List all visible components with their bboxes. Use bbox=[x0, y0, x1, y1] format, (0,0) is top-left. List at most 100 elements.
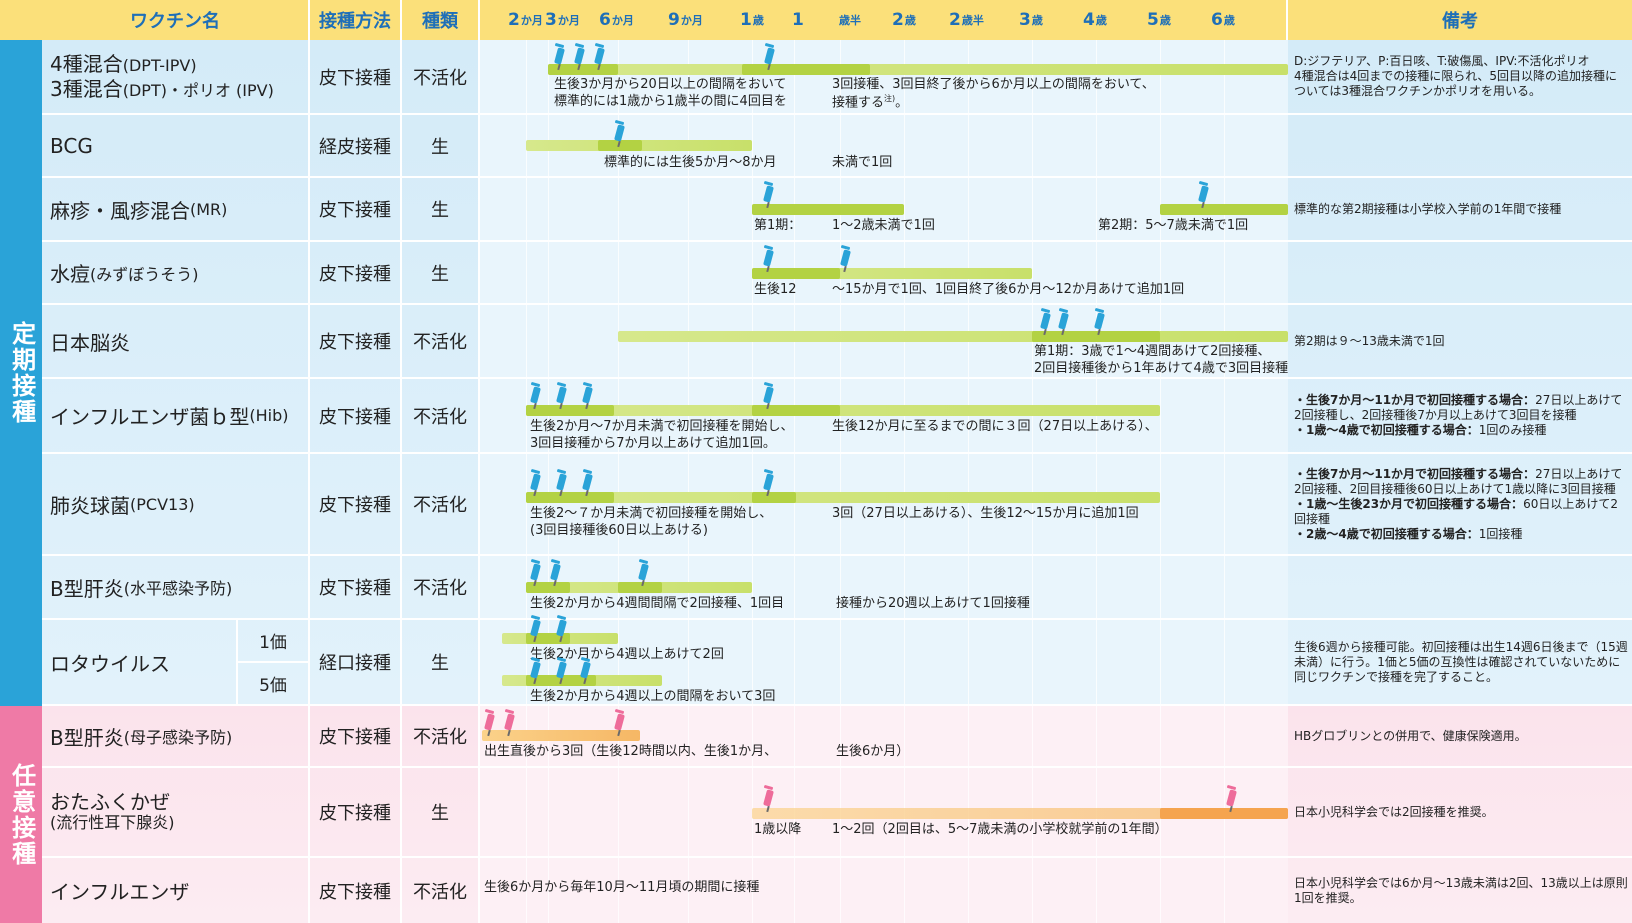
method-je: 皮下接種 bbox=[310, 305, 402, 379]
bar-hib-range bbox=[526, 405, 1160, 416]
hepb-text1: 生後2か月から4週間間隔で2回接種、1回目 bbox=[530, 596, 785, 611]
bar-dpt-primary bbox=[548, 64, 618, 75]
timeline-mr: 第1期： 1〜2歳未満で1回 第2期：5〜7歳未満で1回 bbox=[480, 178, 1288, 242]
syringe-icon bbox=[1094, 307, 1105, 336]
note-hib-item-title: ・1歳〜4歳で初回接種する場合： bbox=[1294, 423, 1479, 437]
name-pcv-sub: (PCV13) bbox=[130, 494, 195, 514]
syringe-icon bbox=[504, 708, 515, 737]
note-mumps: 日本小児科学会では2回接種を推奨。 bbox=[1288, 768, 1632, 858]
syringe-icon bbox=[550, 558, 561, 587]
syringe-icon bbox=[484, 708, 495, 737]
syringe-icon bbox=[1198, 180, 1209, 209]
mumps-text1: 1歳以降 bbox=[754, 822, 802, 837]
vaccine-name-hib: インフルエンザ菌ｂ型 (Hib) bbox=[42, 379, 310, 454]
note-pcv-item: ・生後7か月〜11か月で初回接種する場合：27日以上あけて2回接種、2回目接種後… bbox=[1294, 467, 1628, 497]
type-influenza: 不活化 bbox=[402, 858, 480, 923]
bar-varicella-first bbox=[752, 268, 840, 279]
varicella-text2: 〜15か月で1回、1回目終了後6か月〜12か月あけて追加1回 bbox=[832, 282, 1185, 297]
timeline-mumps: 1歳以降 1〜2回（2回目は、5〜7歳未満の小学校就学前の1年間） bbox=[480, 768, 1288, 858]
method-hepb: 皮下接種 bbox=[310, 556, 402, 620]
method-mr: 皮下接種 bbox=[310, 178, 402, 242]
syringe-icon bbox=[1040, 307, 1051, 336]
method-mumps: 皮下接種 bbox=[310, 768, 402, 858]
bar-pcv-booster bbox=[752, 492, 796, 503]
note-je: 第2期は９〜13歳未満で1回 bbox=[1288, 305, 1632, 379]
syringe-icon bbox=[840, 244, 851, 273]
type-dpt: 不活化 bbox=[402, 40, 480, 115]
note-hib-item-text: 1回のみ接種 bbox=[1478, 423, 1547, 437]
vaccine-name-rotavirus: ロタウイルス bbox=[42, 620, 238, 706]
dpt-text1: 生後3か月から20日以上の間隔をおいて bbox=[554, 77, 787, 92]
influenza-text1: 生後6か月から毎年10月〜11月頃の期間に接種 bbox=[484, 880, 760, 895]
timeline-hib: 生後2か月〜7か月未満で初回接種を開始し、 3回目接種から7か月以上あけて追加1… bbox=[480, 379, 1288, 454]
timeline-bcg: 標準的には生後5か月〜8か月 未満で1回 bbox=[480, 115, 1288, 178]
type-je: 不活化 bbox=[402, 305, 480, 379]
tick-1y-b: 1 bbox=[792, 10, 804, 30]
dpt-text4-end: 。 bbox=[895, 95, 909, 111]
timeline-influenza: 生後6か月から毎年10月〜11月頃の期間に接種 bbox=[480, 858, 1288, 923]
rota-text1: 生後2か月から4週以上あけて2回 bbox=[530, 647, 724, 662]
type-hepb: 不活化 bbox=[402, 556, 480, 620]
vaccine-name-varicella: 水痘 (みずぼうそう) bbox=[42, 242, 310, 305]
hepb-text2: 接種から20週以上あけて1回接種 bbox=[836, 596, 1030, 611]
note-varicella bbox=[1288, 242, 1632, 305]
syringe-icon bbox=[638, 558, 649, 587]
vaccine-name-bcg: BCG bbox=[42, 115, 310, 178]
method-hib: 皮下接種 bbox=[310, 379, 402, 454]
bar-hib-primary bbox=[526, 405, 614, 416]
je-text2: 2回目接種後から1年あけて4歳で3回目接種 bbox=[1034, 361, 1289, 376]
name-mr: 麻疹・風疹混合 bbox=[50, 198, 190, 223]
syringe-icon bbox=[554, 42, 565, 71]
type-bcg: 生 bbox=[402, 115, 480, 178]
mr-text1: 第1期： bbox=[754, 218, 802, 233]
tick-2m: 2 か月 bbox=[508, 10, 543, 30]
vaccine-name-hepb-maternal: B型肝炎 (母子感染予防) bbox=[42, 706, 310, 768]
header-notes: 備考 bbox=[1288, 0, 1632, 40]
method-influenza: 皮下接種 bbox=[310, 858, 402, 923]
name-hepb-m: B型肝炎 bbox=[50, 725, 124, 750]
method-hepb-m: 皮下接種 bbox=[310, 706, 402, 768]
type-hib: 不活化 bbox=[402, 379, 480, 454]
note-dpt-line1: D:ジフテリア、P:百日咳、T:破傷風、IPV:不活化ポリオ bbox=[1294, 54, 1590, 68]
name-hepb-m-sub: (母子感染予防) bbox=[123, 728, 233, 747]
name-mumps: おたふくかぜ bbox=[50, 790, 170, 815]
method-bcg: 経皮接種 bbox=[310, 115, 402, 178]
bar-bcg-standard bbox=[598, 140, 642, 151]
name-varicella: 水痘 bbox=[50, 262, 90, 286]
header-vaccine: ワクチン名 bbox=[42, 0, 310, 40]
vaccine-name-line1: 4種混合(DPT-IPV) bbox=[50, 52, 197, 77]
name-3mix-sub: (DPT)・ポリオ (IPV) bbox=[122, 80, 274, 100]
timeline-bg bbox=[480, 40, 1288, 706]
dpt-text3: 3回接種、3回目終了後から6か月以上の間隔をおいて、 bbox=[832, 77, 1155, 92]
syringe-icon bbox=[763, 180, 774, 209]
varicella-text1: 生後12 bbox=[754, 282, 797, 297]
syringe-icon bbox=[614, 708, 625, 737]
note-hib-item-title: ・生後7か月〜11か月で初回接種する場合： bbox=[1294, 393, 1536, 407]
timeline-je: 第1期：3歳で1〜4週間あけて2回接種、 2回目接種後から1年あけて4歳で3回目… bbox=[480, 305, 1288, 379]
tick-2y-half: 2 歳半 bbox=[949, 10, 984, 30]
timeline-pcv13: 生後2〜７か月未満で初回接種を開始し、 (3回目接種後60日以上あける) 3回（… bbox=[480, 454, 1288, 556]
syringe-icon bbox=[614, 119, 625, 148]
name-hepb: B型肝炎 bbox=[50, 576, 124, 601]
rota-subtype-5: 5価 bbox=[238, 663, 310, 706]
bar-je-range bbox=[618, 331, 1288, 342]
bar-pcv-primary bbox=[526, 492, 614, 503]
hepb-m-text2: 生後6か月） bbox=[836, 744, 910, 759]
method-varicella: 皮下接種 bbox=[310, 242, 402, 305]
vaccine-name-je: 日本脳炎 bbox=[42, 305, 310, 379]
syringe-icon bbox=[763, 244, 774, 273]
bar-hepb-first bbox=[526, 582, 570, 593]
mr-text2: 1〜2歳未満で1回 bbox=[832, 218, 935, 233]
tick-3m: 3 か月 bbox=[545, 10, 580, 30]
pcv-text3: 3回（27日以上あける）、生後12〜15か月に追加1回 bbox=[832, 506, 1139, 521]
bar-je-standard bbox=[1032, 331, 1160, 342]
bar-mumps-second bbox=[1160, 808, 1288, 819]
name-4mix: 4種混合 bbox=[50, 51, 123, 76]
syringe-icon bbox=[1226, 784, 1237, 813]
method-pcv13: 皮下接種 bbox=[310, 454, 402, 556]
name-4mix-sub: (DPT-IPV) bbox=[122, 55, 197, 75]
hib-text3: 生後12か月に至るまでの間に３回（27日以上あける）、 bbox=[832, 419, 1158, 434]
